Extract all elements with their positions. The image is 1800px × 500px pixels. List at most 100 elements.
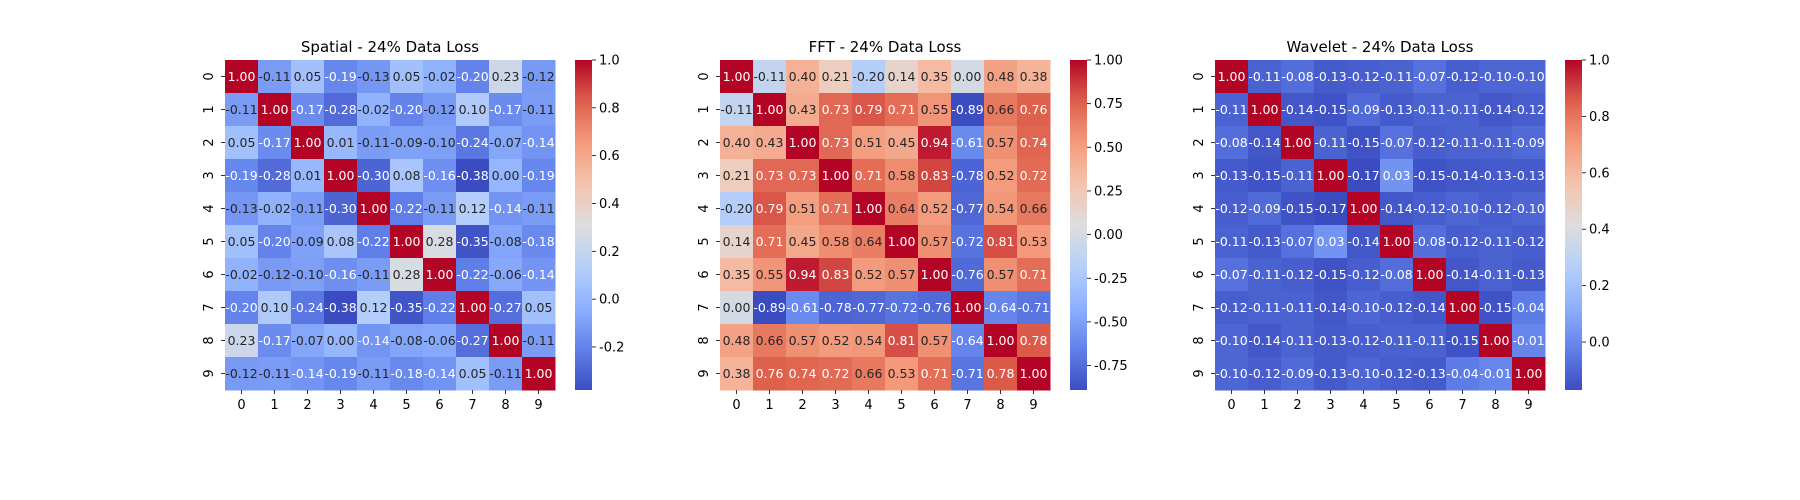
cell-label: -0.11 — [1281, 333, 1313, 348]
heatmap-cell — [357, 291, 391, 325]
cell-label: -0.13 — [1380, 102, 1412, 117]
heatmap-cell — [852, 93, 886, 127]
colorbar — [1070, 60, 1087, 390]
x-tick-label: 9 — [534, 398, 542, 413]
cell-label: -0.77 — [951, 201, 983, 216]
cell-label: -0.10 — [1479, 69, 1511, 84]
heatmap-cell — [423, 291, 457, 325]
cell-label: 0.64 — [855, 234, 883, 249]
heatmap-cell — [1215, 93, 1249, 127]
y-tick-label: 0 — [202, 72, 217, 80]
heatmap-cell — [1314, 93, 1348, 127]
cell-label: 0.10 — [261, 300, 289, 315]
heatmap-cell — [357, 258, 391, 292]
heatmap-cell — [786, 291, 820, 325]
cell-label: 0.43 — [756, 135, 784, 150]
colorbar-tick-label: 0.2 — [599, 245, 620, 260]
colorbar — [575, 60, 592, 390]
cell-label: 0.10 — [459, 102, 487, 117]
heatmap-cell — [1347, 357, 1381, 391]
cell-label: 1.00 — [822, 168, 850, 183]
heatmap-cell — [1281, 159, 1315, 193]
heatmap-cell — [819, 291, 853, 325]
cell-label: 1.00 — [1515, 366, 1543, 381]
heatmap-cell — [258, 225, 292, 259]
heatmap-cell — [1314, 258, 1348, 292]
heatmap-cell — [984, 258, 1018, 292]
heatmap-cell — [1479, 93, 1513, 127]
heatmap-cell — [720, 192, 754, 226]
cell-label: -0.20 — [258, 234, 290, 249]
cell-label: 0.79 — [756, 201, 784, 216]
heatmap-cell — [390, 357, 424, 391]
cell-label: -0.11 — [1314, 135, 1346, 150]
cell-label: 0.05 — [228, 135, 256, 150]
heatmap-cell — [456, 324, 490, 358]
cell-label: 0.52 — [855, 267, 883, 282]
heatmap-cell — [1512, 258, 1546, 292]
y-tick-label: 4 — [1192, 204, 1207, 212]
heatmap-cell — [1413, 357, 1447, 391]
cell-label: -0.07 — [1281, 234, 1313, 249]
cell-label: 1.00 — [228, 69, 256, 84]
x-tick-label: 8 — [1491, 398, 1499, 413]
heatmap-cell — [1347, 258, 1381, 292]
cell-label: -0.16 — [324, 267, 356, 282]
heatmap-cell — [819, 192, 853, 226]
cell-label: 1.00 — [1284, 135, 1312, 150]
cell-label: 0.48 — [987, 69, 1015, 84]
heatmap-cell — [423, 159, 457, 193]
cell-label: -0.10 — [1215, 366, 1247, 381]
heatmap-cell — [951, 126, 985, 160]
cell-label: -0.15 — [1479, 300, 1511, 315]
heatmap-cell — [1215, 291, 1249, 325]
heatmap-cell — [1281, 258, 1315, 292]
heatmap-cell — [819, 258, 853, 292]
cell-label: -0.09 — [390, 135, 422, 150]
cell-label: 0.00 — [327, 333, 355, 348]
heatmap-cell — [1380, 291, 1414, 325]
cell-label: -0.19 — [225, 168, 257, 183]
cell-label: 0.83 — [921, 168, 949, 183]
cell-label: -0.20 — [720, 201, 752, 216]
heatmap-cell — [753, 60, 787, 94]
cell-label: -0.11 — [522, 333, 554, 348]
heatmap-cell — [1512, 324, 1546, 358]
cell-label: 1.00 — [756, 102, 784, 117]
heatmap-cell — [357, 357, 391, 391]
cell-label: -0.08 — [1281, 69, 1313, 84]
colorbar-tick-label: 0.6 — [599, 149, 620, 164]
cell-label: -0.11 — [258, 366, 290, 381]
heatmap-cell — [786, 357, 820, 391]
colorbar-tick-label: 0.2 — [1589, 279, 1610, 294]
cell-label: 1.00 — [1416, 267, 1444, 282]
heatmap-cell — [456, 159, 490, 193]
cell-label: -0.13 — [225, 201, 257, 216]
cell-label: -0.38 — [456, 168, 488, 183]
x-tick-label: 7 — [1458, 398, 1466, 413]
heatmap-cell — [1413, 93, 1447, 127]
cell-label: -0.22 — [357, 234, 389, 249]
x-tick-label: 0 — [1227, 398, 1235, 413]
heatmap-cell — [984, 159, 1018, 193]
heatmap-cell — [291, 291, 325, 325]
heatmap-cell — [918, 291, 952, 325]
heatmap-cell — [786, 258, 820, 292]
heatmap-cell — [819, 159, 853, 193]
cell-label: 0.08 — [393, 168, 421, 183]
cell-label: 1.00 — [327, 168, 355, 183]
cell-label: 0.83 — [822, 267, 850, 282]
cell-label: 0.00 — [723, 300, 751, 315]
heatmap-cell — [753, 324, 787, 358]
cell-label: 1.00 — [1251, 102, 1279, 117]
heatmap-cell — [1281, 192, 1315, 226]
cell-label: -0.14 — [1446, 168, 1478, 183]
heatmap-cell — [951, 291, 985, 325]
heatmap-cell — [522, 324, 556, 358]
cell-label: -0.14 — [291, 366, 323, 381]
heatmap-cell — [1017, 159, 1051, 193]
cell-label: 1.00 — [459, 300, 487, 315]
heatmap-cell — [225, 324, 259, 358]
cell-label: 0.12 — [459, 201, 487, 216]
x-tick-label: 6 — [435, 398, 443, 413]
